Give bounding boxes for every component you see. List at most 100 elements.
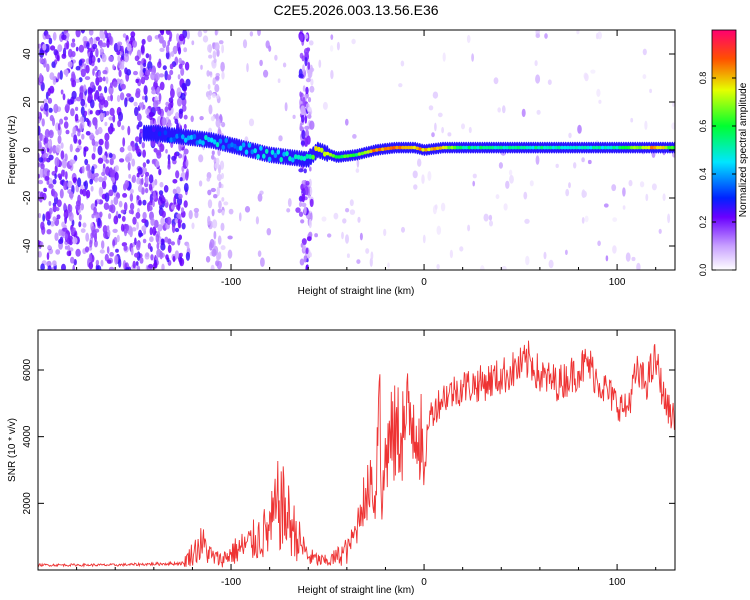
noise-cell	[40, 221, 45, 231]
noise-cell	[89, 132, 95, 141]
noise-cell	[102, 70, 108, 75]
noise-cell	[662, 193, 666, 201]
noise-cell	[421, 174, 425, 185]
noise-cell	[44, 175, 50, 181]
noise-cell	[503, 203, 508, 211]
noise-cell	[135, 212, 141, 219]
noise-cell	[107, 126, 112, 133]
noise-cell	[106, 225, 110, 231]
noise-cell	[112, 64, 115, 70]
y-tick-label: 20	[22, 96, 33, 108]
noise-cell	[87, 108, 91, 116]
noise-cell	[94, 120, 98, 130]
noise-cell	[71, 71, 76, 79]
noise-cell	[185, 78, 191, 87]
noise-cell	[104, 30, 107, 35]
noise-cell	[151, 89, 157, 95]
noise-cell	[148, 174, 154, 184]
noise-cell	[300, 140, 305, 146]
noise-cell	[43, 137, 49, 144]
noise-cell	[166, 216, 172, 225]
noise-cell	[535, 33, 541, 39]
noise-cell	[159, 181, 164, 188]
noise-cell	[210, 264, 215, 270]
noise-cell	[86, 189, 91, 199]
track-core	[406, 145, 411, 150]
noise-cell	[176, 213, 181, 219]
noise-cell	[63, 121, 69, 129]
noise-cell	[105, 76, 109, 84]
noise-cell	[60, 142, 64, 149]
noise-cell	[95, 214, 99, 219]
noise-cell	[215, 157, 220, 165]
track-core	[609, 145, 614, 150]
track-core	[479, 145, 483, 150]
noise-cell	[74, 113, 79, 122]
noise-cell	[88, 87, 94, 94]
noise-cell	[278, 135, 283, 142]
track-core	[600, 145, 605, 150]
noise-cell	[115, 248, 119, 253]
noise-cell	[108, 85, 114, 95]
noise-cell	[132, 40, 138, 48]
noise-cell	[211, 248, 217, 257]
colorbar-label: Normalized spectral amplitude	[738, 82, 749, 217]
noise-cell	[153, 120, 157, 127]
track-core	[192, 134, 197, 140]
noise-cell	[177, 46, 182, 55]
noise-cell	[88, 55, 93, 66]
noise-cell	[209, 43, 212, 54]
noise-cell	[40, 104, 44, 109]
noise-cell	[70, 42, 76, 48]
track-core	[415, 146, 420, 151]
noise-cell	[145, 108, 151, 116]
track-core	[586, 145, 590, 150]
noise-cell	[152, 200, 155, 207]
noise-cell	[75, 65, 81, 71]
noise-cell	[132, 260, 136, 269]
noise-cell	[117, 213, 122, 219]
noise-cell	[80, 30, 85, 34]
noise-cell	[605, 255, 609, 262]
noise-cell	[612, 245, 617, 254]
chart-title: C2E5.2026.003.13.56.E36	[273, 2, 438, 18]
noise-cell	[345, 118, 349, 126]
track-core	[302, 155, 307, 162]
track-core	[279, 157, 284, 163]
track-core	[528, 145, 532, 150]
y-tick-label: 4000	[22, 425, 33, 448]
noise-cell	[99, 92, 104, 100]
noise-cell	[129, 202, 135, 211]
noise-cell	[568, 182, 571, 189]
noise-cell	[198, 154, 204, 163]
noise-cell	[66, 40, 70, 50]
noise-cell	[310, 78, 314, 86]
track-core	[453, 145, 457, 150]
noise-cell	[88, 253, 92, 263]
noise-cell	[38, 111, 41, 118]
noise-cell	[65, 129, 70, 135]
noise-cell	[119, 146, 125, 153]
noise-cell	[157, 224, 163, 232]
noise-cell	[321, 216, 327, 222]
noise-cell	[150, 254, 154, 261]
noise-cell	[295, 207, 301, 213]
noise-cell	[107, 229, 111, 238]
noise-cell	[422, 234, 426, 244]
noise-cell	[548, 259, 554, 269]
noise-cell	[103, 202, 110, 210]
noise-cell	[304, 34, 309, 39]
noise-cell	[165, 44, 170, 54]
noise-cell	[97, 217, 101, 227]
noise-cell	[370, 251, 374, 260]
noise-cell	[142, 211, 147, 220]
noise-cell	[43, 187, 47, 192]
noise-cell	[117, 42, 121, 51]
track-core	[282, 151, 286, 157]
noise-cell	[174, 217, 178, 224]
track-core	[270, 149, 275, 155]
noise-cell	[141, 38, 146, 45]
track-core	[259, 145, 263, 151]
noise-cell	[176, 33, 180, 42]
noise-cell	[547, 79, 552, 85]
